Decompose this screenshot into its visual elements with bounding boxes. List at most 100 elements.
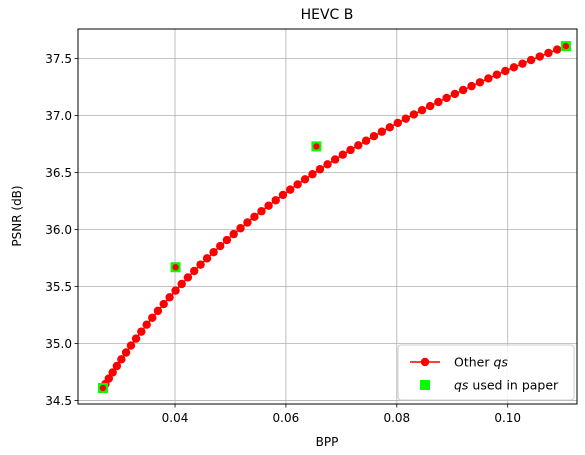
plot-frame [77, 28, 578, 405]
data-point-other-qs [165, 293, 174, 302]
data-point-other-qs [142, 320, 151, 329]
data-point-other-qs [293, 180, 302, 189]
y-tick-label: 35.0 [45, 337, 72, 351]
data-point-other-qs [271, 196, 280, 205]
legend-label-other-qs-italic: qs [493, 355, 508, 370]
data-point-other-qs [216, 241, 225, 251]
data-point-other-qs [148, 313, 157, 322]
legend-marker-other-qs [420, 357, 430, 367]
data-point-other-qs [209, 247, 218, 257]
data-point-other-qs [393, 118, 402, 128]
data-point-other-qs-overlay [562, 42, 570, 50]
data-point-other-qs [552, 45, 562, 54]
data-point-other-qs-overlay [172, 264, 179, 271]
data-point-other-qs [377, 127, 387, 136]
data-point-other-qs [183, 273, 193, 282]
data-point-other-qs [229, 229, 238, 239]
data-point-other-qs [250, 212, 259, 222]
data-point-other-qs [112, 361, 122, 371]
legend-label-other-qs: Other qs [454, 355, 508, 370]
data-point-other-qs [104, 374, 114, 383]
data-point-other-qs [264, 201, 273, 210]
y-tick-label: 37.0 [45, 109, 72, 123]
data-point-other-qs [315, 165, 325, 174]
grid-lines [78, 29, 577, 404]
x-axis-ticks: 0.04 0.06 0.08 0.10 [162, 404, 521, 425]
legend-marker-qs-used-in-paper [420, 380, 430, 390]
x-tick-label: 0.08 [383, 411, 410, 425]
legend-label-qs-used-italic: qs [454, 378, 469, 393]
data-point-other-qs [278, 190, 288, 200]
data-point-other-qs [492, 70, 502, 79]
data-point-other-qs [177, 279, 186, 289]
data-point-other-qs [159, 299, 168, 309]
y-tick-label: 36.5 [45, 166, 72, 180]
data-point-other-qs [243, 218, 252, 227]
data-point-other-qs [409, 110, 419, 119]
data-point-other-qs [222, 235, 232, 245]
data-point-other-qs [354, 141, 363, 150]
y-tick-label: 35.5 [45, 280, 72, 294]
data-point-other-qs [442, 93, 451, 103]
data-point-other-qs [108, 368, 117, 377]
data-point-other-qs [518, 59, 527, 68]
data-point-other-qs [450, 89, 460, 99]
data-point-other-qs [338, 150, 347, 159]
data-point-other-qs [330, 155, 340, 164]
data-point-other-qs [346, 145, 355, 155]
data-point-other-qs [361, 136, 371, 145]
data-point-other-qs [434, 97, 443, 107]
data-point-other-qs [484, 74, 493, 83]
data-point-other-qs-overlay [313, 143, 320, 150]
x-tick-label: 0.04 [162, 411, 189, 425]
y-axis-label: PSNR (dB) [10, 185, 24, 246]
data-point-other-qs [369, 132, 379, 141]
series-other-qs [98, 41, 571, 393]
legend-box [397, 344, 575, 401]
legend: Other qs qs used in paper [397, 344, 575, 401]
data-point-other-qs [153, 306, 163, 316]
series-qs-used-in-paper [97, 41, 571, 394]
data-point-other-qs [535, 52, 544, 61]
y-axis-ticks: 34.5 35.0 35.5 36.0 36.5 37.0 37.5 [45, 52, 78, 408]
data-point-other-qs [323, 160, 332, 169]
data-point-other-qs [202, 254, 212, 263]
data-point-other-qs [467, 81, 476, 91]
data-point-other-qs [137, 327, 146, 336]
data-point-other-qs [286, 185, 295, 194]
data-point-other-qs [117, 355, 126, 364]
data-point-other-qs-overlay [99, 384, 107, 392]
data-point-other-qs [509, 63, 519, 72]
data-point-other-qs [475, 78, 485, 87]
data-point-other-qs [131, 334, 141, 343]
legend-label-qs-used-in-paper: qs used in paper [454, 378, 559, 393]
data-point-other-qs [459, 85, 468, 95]
x-tick-label: 0.10 [494, 411, 521, 425]
data-point-other-qs [196, 260, 205, 269]
y-tick-label: 36.0 [45, 223, 72, 237]
data-point-other-qs [126, 341, 136, 350]
data-point-other-qs [121, 348, 131, 357]
data-point-other-qs [425, 101, 435, 111]
plot-background [78, 29, 577, 404]
data-point-other-qs [308, 170, 317, 179]
data-point-other-qs [189, 266, 199, 276]
data-point-other-qs [401, 114, 411, 123]
data-point-other-qs [501, 66, 510, 76]
legend-label-qs-used-plain: used in paper [468, 378, 559, 393]
y-tick-label: 37.5 [45, 52, 72, 66]
x-axis-label: BPP [316, 435, 339, 449]
data-point-other-qs [544, 48, 553, 58]
data-point-other-qs [300, 175, 310, 184]
data-point-other-qs [526, 55, 536, 65]
data-point-other-qs [385, 123, 394, 132]
data-point-other-qs [257, 207, 266, 216]
chart-title: HEVC B [301, 7, 354, 23]
data-point-other-qs [171, 286, 180, 295]
legend-label-other-qs-plain: Other [454, 355, 493, 370]
data-point-other-qs [417, 106, 427, 115]
data-point-other-qs [236, 224, 245, 233]
y-tick-label: 34.5 [45, 394, 72, 408]
x-tick-label: 0.06 [273, 411, 300, 425]
